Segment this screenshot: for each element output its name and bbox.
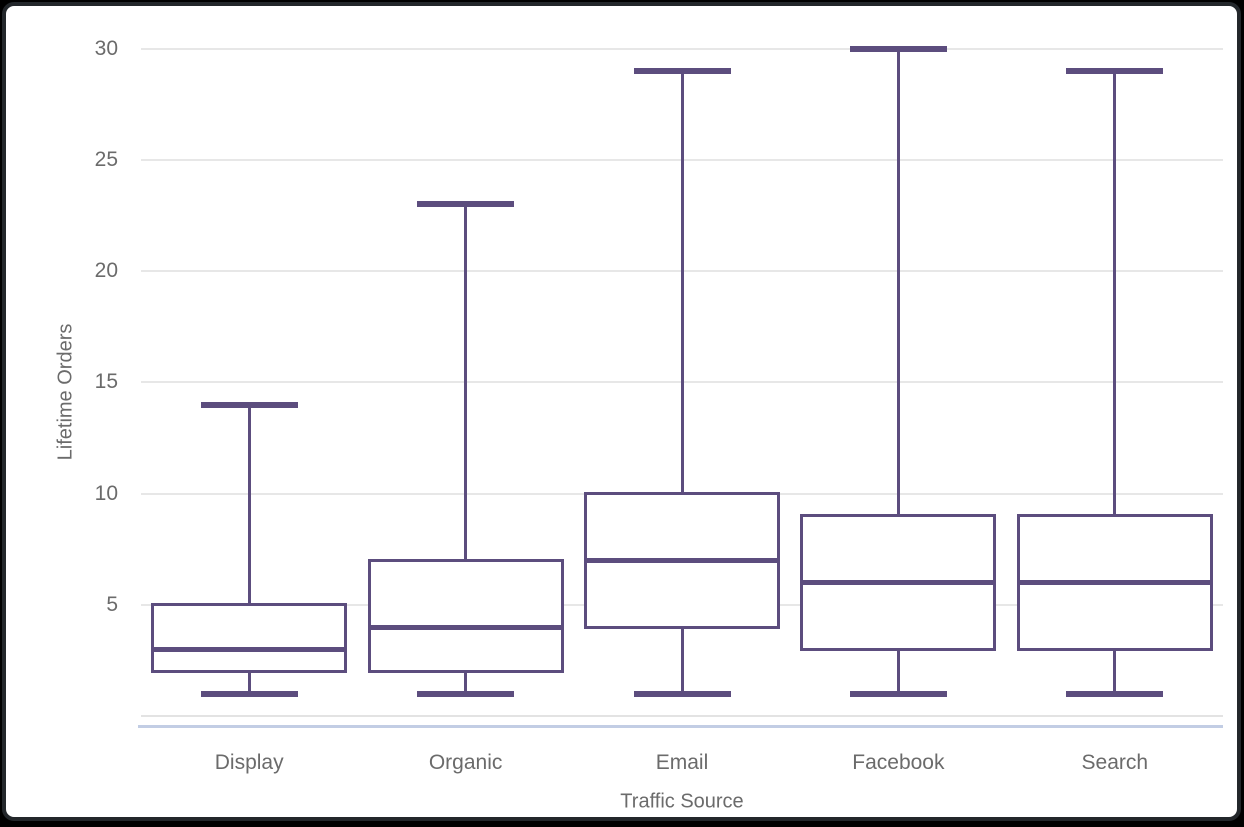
min-whisker-cap[interactable] xyxy=(417,690,515,697)
lower-whisker-stem[interactable] xyxy=(247,671,251,694)
median-line[interactable] xyxy=(151,646,348,652)
upper-whisker-stem[interactable] xyxy=(247,404,251,605)
x-axis-line xyxy=(138,725,1223,728)
y-tick-labels: 5 10 15 20 25 30 xyxy=(6,6,1237,817)
boxplot-email xyxy=(6,6,1237,817)
upper-whisker-stem[interactable] xyxy=(680,71,684,494)
x-tick-label-organic: Organic xyxy=(428,751,503,774)
boxplot-search xyxy=(6,6,1237,817)
max-whisker-cap[interactable] xyxy=(633,68,731,75)
iqr-box[interactable] xyxy=(367,558,564,673)
lower-whisker-stem[interactable] xyxy=(464,671,468,694)
min-whisker-cap[interactable] xyxy=(849,690,947,697)
min-whisker-cap[interactable] xyxy=(1066,690,1164,697)
y-tick-label-10: 10 xyxy=(94,482,118,505)
upper-whisker-stem[interactable] xyxy=(464,204,468,561)
min-whisker-cap[interactable] xyxy=(200,690,298,697)
upper-whisker-stem[interactable] xyxy=(1113,71,1117,516)
y-tick-label-5: 5 xyxy=(106,593,118,616)
upper-whisker-stem[interactable] xyxy=(896,48,900,516)
boxplot-facebook xyxy=(6,6,1237,817)
max-whisker-cap[interactable] xyxy=(849,45,947,52)
y-tick-label-30: 30 xyxy=(94,37,118,60)
x-tick-label-facebook: Facebook xyxy=(852,751,945,774)
zero-gridline xyxy=(141,715,1223,717)
x-tick-labels: Display Organic Email Facebook Search xyxy=(6,6,1237,817)
max-whisker-cap[interactable] xyxy=(1066,68,1164,75)
boxplot-series xyxy=(6,6,1237,817)
median-line[interactable] xyxy=(800,580,997,586)
boxplot-display xyxy=(6,6,1237,817)
iqr-box[interactable] xyxy=(151,603,348,674)
x-tick-label-display: Display xyxy=(214,751,284,774)
boxplot-organic xyxy=(6,6,1237,817)
median-line[interactable] xyxy=(584,557,780,563)
x-axis-title: Traffic Source xyxy=(620,790,744,813)
lower-whisker-stem[interactable] xyxy=(896,649,900,694)
min-whisker-cap[interactable] xyxy=(633,690,731,697)
max-whisker-cap[interactable] xyxy=(417,201,515,208)
y-tick-label-15: 15 xyxy=(94,370,118,393)
x-tick-label-search: Search xyxy=(1081,751,1149,774)
median-line[interactable] xyxy=(1016,580,1213,586)
y-tick-label-25: 25 xyxy=(94,148,118,171)
lower-whisker-stem[interactable] xyxy=(680,627,684,694)
max-whisker-cap[interactable] xyxy=(200,401,298,408)
y-axis-title: Lifetime Orders xyxy=(54,323,77,461)
x-tick-label-email: Email xyxy=(655,751,709,774)
y-tick-label-20: 20 xyxy=(94,259,118,282)
lower-whisker-stem[interactable] xyxy=(1113,649,1117,694)
median-line[interactable] xyxy=(367,624,564,630)
gridline-30 xyxy=(141,48,1223,50)
